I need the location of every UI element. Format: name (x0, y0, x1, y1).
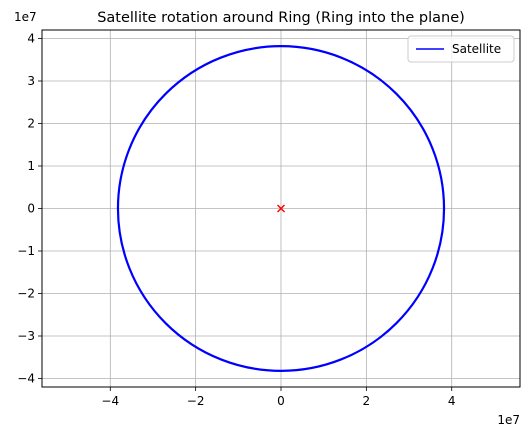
y-tick-label: −1 (17, 244, 35, 258)
x-tick-label: 4 (448, 394, 456, 408)
x-axis-offset-label: 1e7 (497, 413, 520, 427)
legend: Satellite (407, 35, 515, 63)
y-tick-label: −3 (17, 329, 35, 343)
plot-data (116, 45, 446, 372)
y-tick-label: −4 (17, 372, 35, 386)
y-tick-label: −2 (17, 287, 35, 301)
legend-label-satellite: Satellite (452, 42, 501, 56)
y-tick-label: 4 (27, 32, 35, 46)
y-tick-label: 1 (27, 159, 35, 173)
y-axis-offset-label: 1e7 (14, 10, 37, 24)
ring-center-marker (277, 204, 285, 213)
x-tick-label: −4 (101, 394, 119, 408)
x-tick-label: 2 (363, 394, 371, 408)
axis-ticks: −4 −2 0 2 4 −4 −3 −2 −1 0 1 2 3 4 (17, 32, 455, 409)
legend-box (407, 35, 515, 63)
y-tick-label: 3 (27, 74, 35, 88)
y-tick-label: 0 (27, 202, 35, 216)
satellite-orbit-line (116, 45, 446, 372)
x-tick-label: 0 (277, 394, 285, 408)
chart-title: Satellite rotation around Ring (Ring int… (97, 10, 465, 26)
x-tick-label: −2 (187, 394, 205, 408)
y-tick-label: 2 (27, 117, 35, 131)
